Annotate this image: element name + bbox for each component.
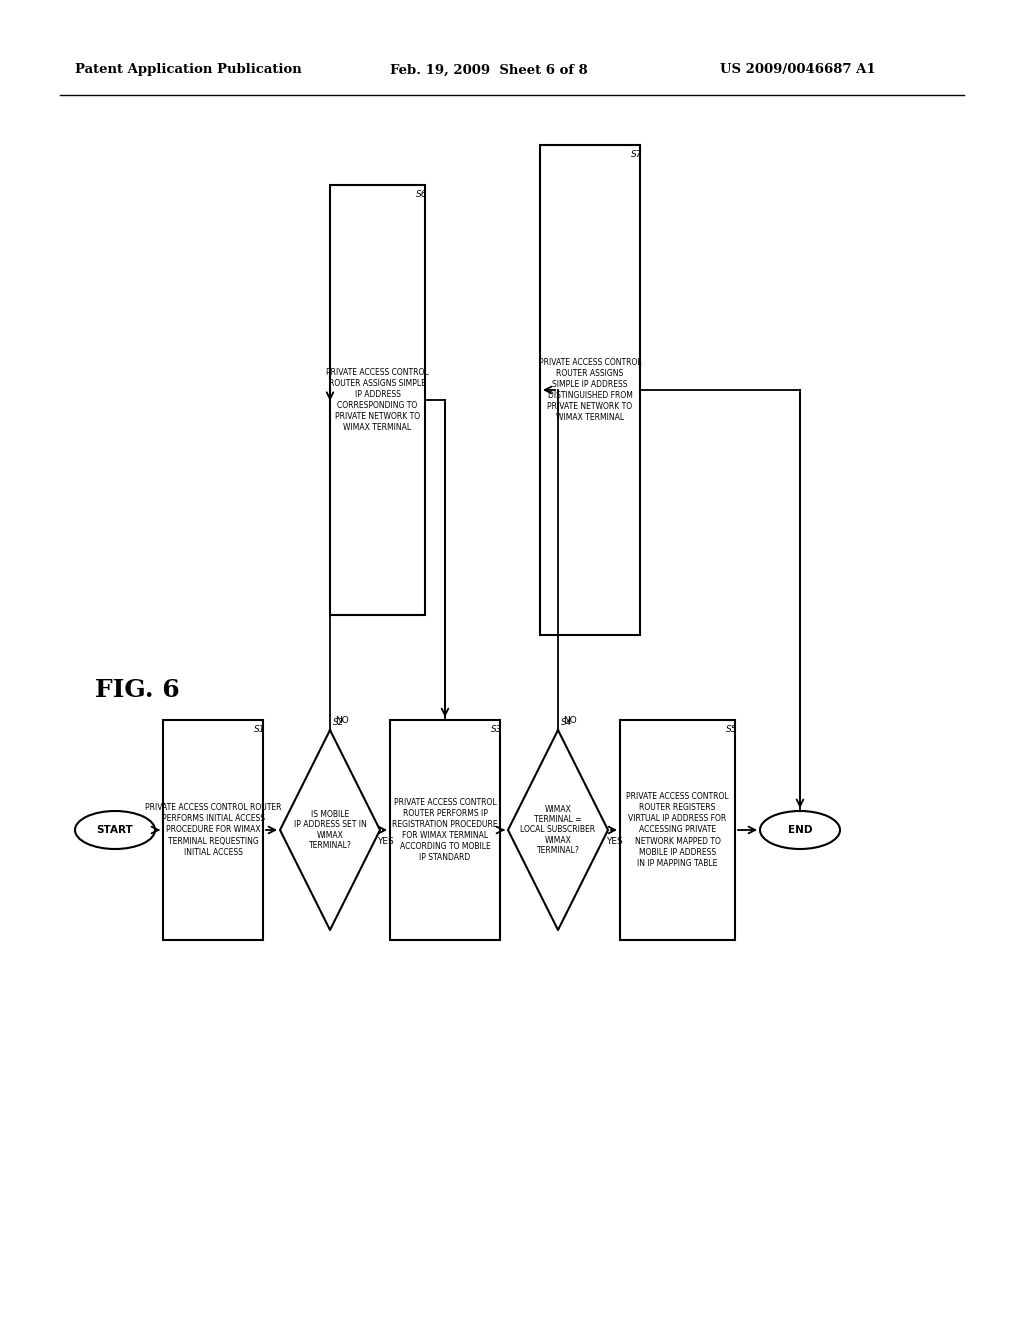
Text: END: END xyxy=(787,825,812,836)
Text: S6: S6 xyxy=(416,190,427,199)
Text: US 2009/0046687 A1: US 2009/0046687 A1 xyxy=(720,63,876,77)
Text: PRIVATE ACCESS CONTROL
ROUTER PERFORMS IP
REGISTRATION PROCEDURE
FOR WIMAX TERMI: PRIVATE ACCESS CONTROL ROUTER PERFORMS I… xyxy=(392,797,498,862)
Bar xyxy=(390,719,500,940)
Bar xyxy=(620,719,735,940)
Text: S7: S7 xyxy=(631,150,642,158)
Text: NO: NO xyxy=(335,715,349,725)
Text: YES: YES xyxy=(377,837,393,846)
Bar xyxy=(330,185,425,615)
Text: S3: S3 xyxy=(490,725,502,734)
Text: Patent Application Publication: Patent Application Publication xyxy=(75,63,302,77)
Text: S4: S4 xyxy=(561,718,572,727)
Text: S2: S2 xyxy=(333,718,344,727)
Text: WIMAX
TERMINAL =
LOCAL SUBSCRIBER
WIMAX
TERMINAL?: WIMAX TERMINAL = LOCAL SUBSCRIBER WIMAX … xyxy=(520,805,596,855)
Text: PRIVATE ACCESS CONTROL
ROUTER REGISTERS
VIRTUAL IP ADDRESS FOR
ACCESSING PRIVATE: PRIVATE ACCESS CONTROL ROUTER REGISTERS … xyxy=(627,792,729,867)
Text: PRIVATE ACCESS CONTROL
ROUTER ASSIGNS SIMPLE
IP ADDRESS
CORRESPONDING TO
PRIVATE: PRIVATE ACCESS CONTROL ROUTER ASSIGNS SI… xyxy=(327,368,429,432)
Text: PRIVATE ACCESS CONTROL ROUTER
PERFORMS INITIAL ACCESS
PROCEDURE FOR WIMAX
TERMIN: PRIVATE ACCESS CONTROL ROUTER PERFORMS I… xyxy=(144,804,282,857)
Text: IS MOBILE
IP ADDRESS SET IN
WIMAX
TERMINAL?: IS MOBILE IP ADDRESS SET IN WIMAX TERMIN… xyxy=(294,810,367,850)
Text: S5: S5 xyxy=(725,725,737,734)
Text: FIG. 6: FIG. 6 xyxy=(95,678,179,702)
Text: Feb. 19, 2009  Sheet 6 of 8: Feb. 19, 2009 Sheet 6 of 8 xyxy=(390,63,588,77)
Text: S1: S1 xyxy=(254,725,265,734)
Text: NO: NO xyxy=(563,715,577,725)
Text: PRIVATE ACCESS CONTROL
ROUTER ASSIGNS
SIMPLE IP ADDRESS
DISTINGUISHED FROM
PRIVA: PRIVATE ACCESS CONTROL ROUTER ASSIGNS SI… xyxy=(539,358,641,422)
Bar xyxy=(163,719,263,940)
Bar xyxy=(540,145,640,635)
Text: YES: YES xyxy=(605,837,623,846)
Text: START: START xyxy=(96,825,133,836)
